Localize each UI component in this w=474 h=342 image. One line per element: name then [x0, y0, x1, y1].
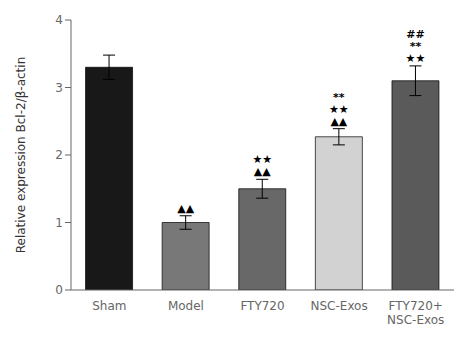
svg-text:2: 2 — [55, 148, 63, 162]
svg-text:▲▲: ▲▲ — [177, 202, 194, 215]
svg-text:0: 0 — [55, 283, 63, 297]
svg-text:1: 1 — [55, 216, 63, 230]
svg-text:FTY720+NSC-Exos: FTY720+NSC-Exos — [387, 299, 444, 327]
svg-text:★★: ★★ — [406, 52, 426, 65]
svg-text:NSC-Exos: NSC-Exos — [310, 299, 367, 313]
svg-text:4: 4 — [55, 13, 63, 27]
svg-text:FTY720: FTY720 — [240, 299, 284, 313]
svg-text:3: 3 — [55, 81, 63, 95]
svg-text:▲▲: ▲▲ — [254, 165, 271, 178]
svg-text:Relative expression Bcl-2/β-ac: Relative expression Bcl-2/β-actin — [14, 57, 28, 254]
svg-text:▲▲: ▲▲ — [330, 115, 347, 128]
svg-text:Sham: Sham — [92, 299, 126, 313]
svg-text:Model: Model — [168, 299, 204, 313]
